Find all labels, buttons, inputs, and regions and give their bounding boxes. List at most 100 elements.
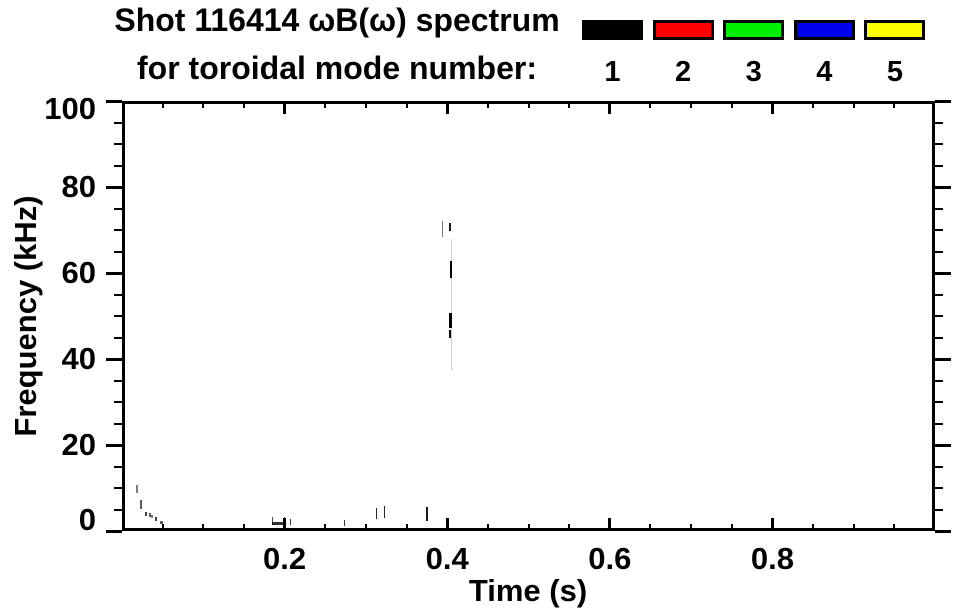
x-minor-tick-top xyxy=(812,101,815,108)
y-minor-tick-right xyxy=(935,315,943,317)
data-mark xyxy=(136,484,138,494)
data-mark xyxy=(140,500,142,510)
y-minor-tick-left xyxy=(114,465,122,468)
legend-mode-label: 4 xyxy=(816,56,833,88)
y-tick-label: 0 xyxy=(78,502,96,537)
y-tick-label: 40 xyxy=(61,341,96,376)
y-minor-tick-left xyxy=(114,315,122,317)
data-mark xyxy=(343,519,346,526)
x-minor-tick-bottom xyxy=(242,524,245,531)
y-major-tick-right xyxy=(935,529,951,533)
x-tick-label: 0.4 xyxy=(425,541,469,576)
y-minor-tick-right xyxy=(935,379,943,382)
y-major-tick-left xyxy=(106,99,122,103)
x-minor-tick-bottom xyxy=(161,524,164,531)
data-mark xyxy=(449,223,451,231)
x-minor-tick-top xyxy=(486,101,489,108)
data-mark xyxy=(160,520,163,525)
y-major-tick-right xyxy=(935,99,951,103)
x-minor-tick-top xyxy=(893,101,896,108)
plot-title-line1: Shot 116414 ωB(ω) spectrum xyxy=(114,2,560,38)
x-tick-label: 0.2 xyxy=(263,541,307,576)
y-minor-tick-left xyxy=(114,487,122,489)
y-minor-tick-right xyxy=(935,164,943,167)
plot-title-line2: for toroidal mode number: xyxy=(137,50,537,86)
y-minor-tick-left xyxy=(114,336,122,339)
y-minor-tick-left xyxy=(114,121,122,124)
x-minor-tick-bottom xyxy=(405,524,408,531)
x-major-tick-top xyxy=(608,101,612,114)
legend-swatch-mode-3 xyxy=(723,20,785,40)
y-major-tick-left xyxy=(106,529,122,533)
y-minor-tick-left xyxy=(114,422,122,425)
x-minor-tick-top xyxy=(730,101,733,108)
y-major-tick-left xyxy=(106,271,122,275)
x-minor-tick-bottom xyxy=(812,524,815,531)
y-minor-tick-left xyxy=(114,229,122,231)
y-major-tick-right xyxy=(935,357,951,361)
y-major-tick-left xyxy=(106,443,122,447)
data-mark xyxy=(441,221,444,238)
y-tick-label: 60 xyxy=(61,255,96,290)
x-minor-tick-bottom xyxy=(202,524,205,531)
data-mark xyxy=(271,517,274,525)
y-minor-tick-right xyxy=(935,508,943,511)
data-mark xyxy=(272,521,285,525)
x-major-tick-top xyxy=(770,101,774,114)
x-minor-tick-top xyxy=(852,101,855,108)
x-minor-tick-bottom xyxy=(486,524,489,531)
legend-mode-label: 5 xyxy=(886,56,903,88)
x-minor-tick-bottom xyxy=(364,524,367,531)
x-major-tick-bottom xyxy=(608,518,612,531)
y-major-tick-left xyxy=(106,185,122,189)
y-minor-tick-right xyxy=(935,207,943,210)
x-minor-tick-top xyxy=(161,101,164,108)
x-minor-tick-bottom xyxy=(649,524,652,531)
y-minor-tick-left xyxy=(114,293,122,296)
data-mark xyxy=(149,513,151,517)
y-minor-tick-right xyxy=(935,422,943,425)
y-axis-title: Frequency (kHz) xyxy=(8,195,43,437)
data-mark xyxy=(154,516,157,521)
legend-mode-label: 1 xyxy=(604,56,621,88)
data-mark xyxy=(289,518,292,525)
x-minor-tick-bottom xyxy=(690,524,693,531)
x-minor-tick-top xyxy=(405,101,408,108)
y-minor-tick-right xyxy=(935,121,943,124)
data-mark xyxy=(449,329,452,339)
x-axis-title: Time (s) xyxy=(468,573,588,608)
y-major-tick-right xyxy=(935,443,951,447)
y-tick-label: 20 xyxy=(61,427,96,462)
data-mark xyxy=(449,312,452,329)
x-major-tick-bottom xyxy=(445,518,449,531)
y-minor-tick-left xyxy=(114,379,122,382)
legend-mode-label: 3 xyxy=(745,56,762,88)
x-minor-tick-top xyxy=(527,101,530,108)
y-minor-tick-left xyxy=(114,207,122,210)
y-minor-tick-left xyxy=(114,250,122,253)
legend-swatch-mode-5 xyxy=(864,20,926,40)
y-minor-tick-right xyxy=(935,401,943,403)
legend-swatch-mode-2 xyxy=(652,20,714,40)
y-minor-tick-right xyxy=(935,229,943,231)
data-mark xyxy=(151,514,153,518)
x-minor-tick-top xyxy=(568,101,571,108)
legend-swatch-mode-4 xyxy=(793,20,855,40)
plot-area xyxy=(122,101,935,531)
x-minor-tick-bottom xyxy=(852,524,855,531)
x-major-tick-top xyxy=(283,101,287,114)
y-minor-tick-right xyxy=(935,465,943,468)
x-minor-tick-bottom xyxy=(568,524,571,531)
x-minor-tick-bottom xyxy=(893,524,896,531)
y-minor-tick-right xyxy=(935,487,943,489)
x-minor-tick-top xyxy=(324,101,327,108)
y-minor-tick-left xyxy=(114,164,122,167)
y-minor-tick-right xyxy=(935,336,943,339)
legend-swatch-mode-1 xyxy=(582,20,643,40)
y-minor-tick-right xyxy=(935,293,943,296)
data-mark xyxy=(383,506,386,519)
x-minor-tick-bottom xyxy=(730,524,733,531)
y-minor-tick-left xyxy=(114,401,122,403)
x-minor-tick-bottom xyxy=(324,524,327,531)
